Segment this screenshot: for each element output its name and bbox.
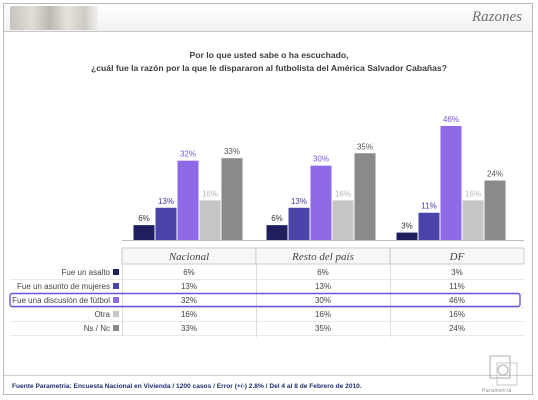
bar-2-0 [177,160,199,240]
table-cell-4-0: 33% [181,324,197,333]
data-label-1-2: 11% [421,202,436,211]
highlight-row-box [9,292,521,308]
table-header-cell-2 [389,247,525,265]
data-label-0-0: 6% [138,214,150,223]
table-cell-0-0: 6% [183,268,195,277]
bar-4-0 [221,158,243,240]
data-label-3-1: 16% [335,189,351,198]
header-bar: Razones [4,4,532,32]
bar-4-1 [354,153,376,240]
category-label-0: Nacional [168,251,209,263]
table-cell-2-1: 30% [315,296,331,305]
data-label-0-1: 6% [271,214,283,223]
table-cell-1-1: 13% [315,282,331,291]
bar-2-2 [440,126,462,240]
table-cell-4-2: 24% [449,324,465,333]
bar-2-1 [310,165,332,240]
bar-0-0 [133,225,155,240]
data-label-1-1: 13% [291,197,307,206]
legend-label-3: Otra [94,310,110,319]
bar-0-2 [396,232,418,240]
legend-label-2: Fue una discusión de fútbol [12,296,110,305]
bar-chart: 6% 6% 3% 13% 13% 11% 32% 30% 46% 16% 16% 16% 33% 35% 2… [9,115,525,337]
bar-3-2 [462,200,484,240]
table-cell-3-0: 16% [181,310,197,319]
table-cell-0-2: 3% [451,268,463,277]
table-cell-1-0: 13% [181,282,197,291]
data-label-2-1: 30% [313,155,329,164]
bar-3-1 [332,200,354,240]
legend-swatch-3 [113,311,119,317]
header-photo-strip [10,6,98,30]
data-label-4-0: 33% [224,147,240,156]
table-cell-2-2: 46% [449,296,465,305]
data-label-3-0: 16% [202,189,218,198]
question-line-1: Por lo que usted sabe o ha escuchado, [189,50,349,60]
bar-1-0 [155,207,177,240]
logo-text: Parametría [482,388,512,394]
bar-3-0 [199,200,221,240]
data-label-1-0: 13% [158,197,174,206]
category-label-1: Resto del país [291,251,354,263]
data-label-2-0: 32% [180,150,196,159]
table-cell-3-1: 16% [315,310,331,319]
legend-label-4: Ns / Nc [84,324,110,333]
legend-label-1: Fue un asunto de mujeres [17,282,110,291]
legend-swatch-0 [113,269,119,275]
bar-1-2 [418,212,440,240]
legend-swatch-4 [113,325,119,331]
source-note: Fuente Parametría: Encuesta Nacional en … [12,383,362,390]
bar-1-1 [288,207,310,240]
bar-0-1 [266,225,288,240]
data-label-0-2: 3% [401,222,413,231]
data-label-4-2: 24% [487,170,503,179]
footer-divider [4,375,532,376]
table-cell-1-2: 11% [449,282,464,291]
page-title: Razones [472,9,522,25]
data-label-4-1: 35% [357,142,373,151]
table-cell-4-1: 35% [315,324,331,333]
legend-swatch-1 [113,283,119,289]
question-line-2: ¿cuál fue la razón por la que le dispara… [91,63,447,73]
parametria-logo-icon [489,355,518,386]
table-cell-2-0: 32% [181,296,197,305]
report-frame: Razones Por lo que usted sabe o ha escuc… [3,3,533,395]
table-cell-0-1: 6% [317,268,329,277]
data-label-2-2: 46% [443,115,459,124]
legend-swatch-2 [113,297,119,303]
category-label-2: DF [449,251,465,263]
data-label-3-2: 16% [465,189,481,198]
bar-4-2 [484,180,506,240]
table-cell-3-2: 16% [449,310,465,319]
legend-label-0: Fue un asalto [62,268,111,277]
